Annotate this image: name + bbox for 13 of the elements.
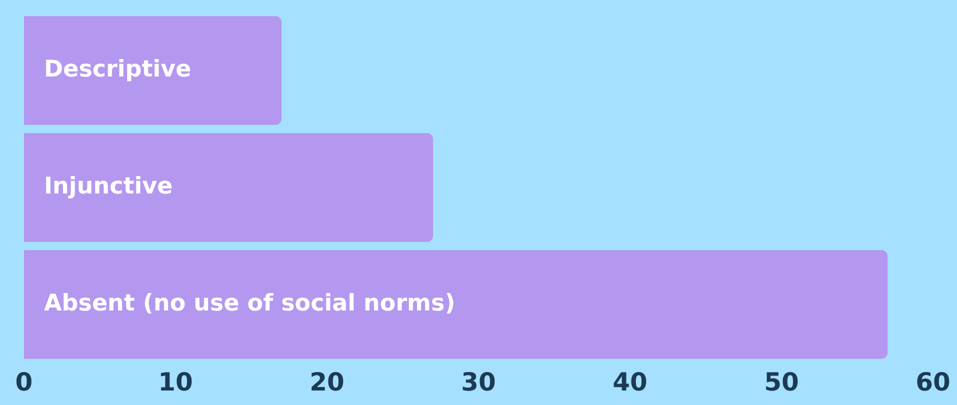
bar (24, 16, 282, 125)
y-tick-label: Injunctive (44, 173, 173, 200)
bar (24, 133, 434, 242)
x-tick-label: 40 (612, 368, 648, 396)
y-tick-label: Descriptive (44, 56, 192, 82)
x-tick-label: 0 (15, 368, 33, 396)
x-tick-label: 20 (310, 368, 344, 396)
bar (24, 250, 888, 359)
y-tick-label: Absent (no use of social norms) (44, 290, 456, 316)
x-tick-label: 60 (916, 368, 950, 396)
x-tick-label: 10 (158, 368, 193, 396)
x-tick-label: 30 (461, 368, 496, 396)
x-tick-label: 50 (764, 368, 799, 396)
